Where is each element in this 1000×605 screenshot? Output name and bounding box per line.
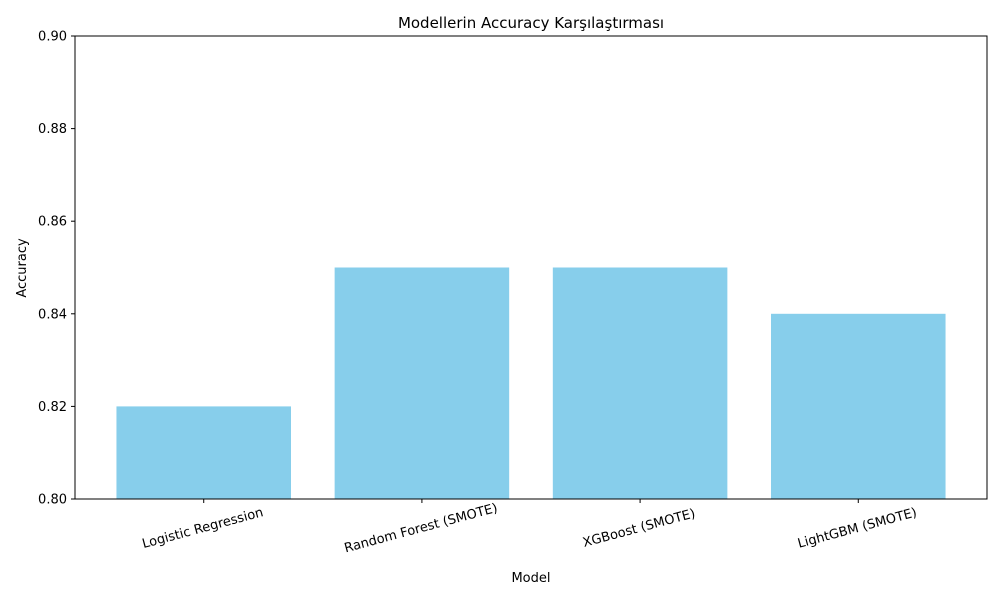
bar-0 (116, 406, 291, 499)
y-tick-label: 0.80 (38, 493, 67, 508)
x-tick-label: Random Forest (SMOTE) (343, 501, 499, 556)
chart-title: Modellerin Accuracy Karşılaştırması (398, 14, 664, 32)
x-axis: Logistic Regression Random Forest (SMOTE)… (141, 499, 919, 556)
y-tick-label: 0.82 (38, 400, 67, 415)
x-tick-label: Logistic Regression (141, 505, 265, 552)
x-axis-label: Model (511, 571, 550, 586)
y-tick-label: 0.88 (38, 122, 67, 137)
y-tick-label: 0.90 (38, 30, 67, 45)
bars-group (116, 267, 946, 499)
bar-2 (552, 267, 728, 499)
plot-frame (74, 35, 988, 500)
bar-1 (334, 267, 510, 499)
y-tick-label: 0.86 (38, 215, 67, 230)
x-tick-label: LightGBM (SMOTE) (796, 505, 918, 551)
y-axis: 0.80 0.82 0.84 0.86 0.88 0.90 (38, 30, 75, 508)
y-tick-label: 0.84 (38, 307, 67, 322)
bar-3 (771, 313, 946, 499)
x-tick-label: XGBoost (SMOTE) (581, 506, 697, 550)
y-axis-label: Accuracy (15, 238, 30, 298)
